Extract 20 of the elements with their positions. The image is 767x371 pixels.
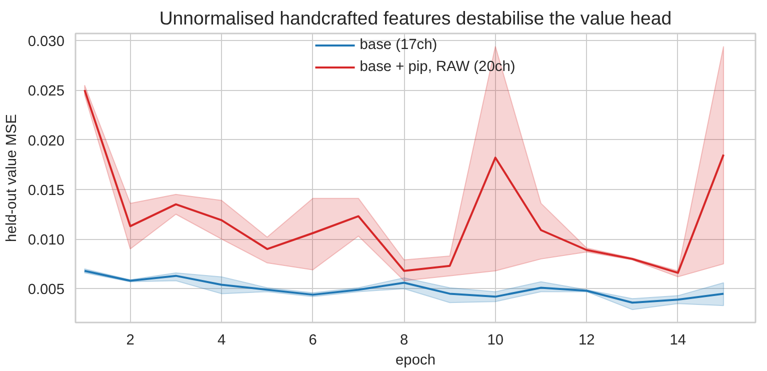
legend-label: base (17ch) — [360, 37, 438, 53]
line-series — [84, 89, 725, 274]
y-tick-label: 0.010 — [28, 232, 65, 249]
y-tick-label: 0.005 — [28, 282, 65, 298]
y-axis-title: held-out value MSE — [4, 114, 20, 242]
y-tick-label: 0.020 — [28, 133, 65, 150]
x-tick-label: 6 — [308, 332, 317, 348]
y-tick-label: 0.015 — [28, 182, 65, 199]
x-tick-label: 10 — [487, 332, 504, 348]
x-tick-label: 2 — [126, 332, 134, 348]
y-tick-label: 0.030 — [28, 34, 65, 50]
x-axis-title: epoch — [396, 352, 436, 368]
legend-label: base + pip, RAW (20ch) — [360, 59, 516, 75]
chart-title: Unnormalised handcrafted features destabilise the value head — [159, 8, 672, 28]
x-tick-label: 14 — [670, 332, 686, 348]
line-series — [84, 270, 725, 304]
x-tick-label: 12 — [578, 332, 595, 348]
y-tick-label: 0.025 — [28, 84, 65, 100]
x-tick-label: 4 — [217, 332, 226, 348]
x-tick-label: 8 — [400, 332, 408, 348]
